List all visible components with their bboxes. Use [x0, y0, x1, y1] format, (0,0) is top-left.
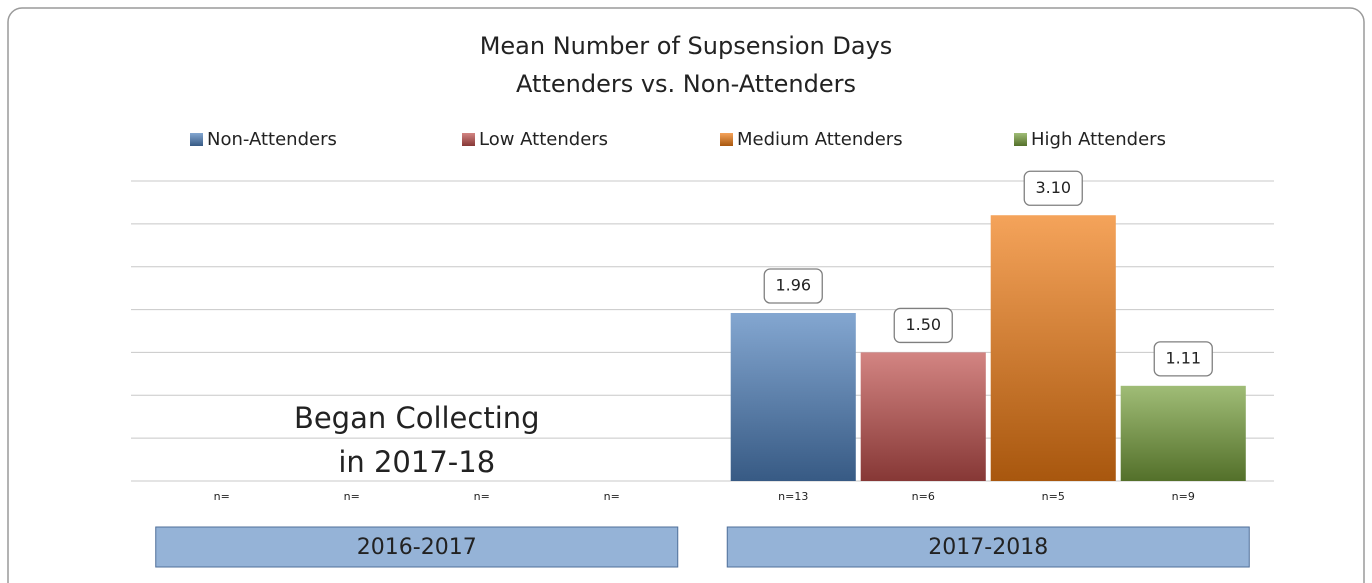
n-label: n=9 — [1172, 490, 1195, 503]
legend-swatch-shade — [190, 133, 203, 146]
data-label: 3.10 — [1035, 178, 1071, 197]
n-label: n=5 — [1042, 490, 1065, 503]
x-tick-label: 2016-2017 — [357, 535, 477, 560]
data-label-box — [763, 268, 823, 304]
bar-shade — [990, 215, 1116, 482]
n-label: n= — [474, 490, 490, 503]
annotation: in 2017-18 — [338, 445, 495, 479]
legend-label: Medium Attenders — [737, 129, 903, 150]
n-label: n= — [214, 490, 230, 503]
n-label: n=6 — [912, 490, 935, 503]
legend-label: Non-Attenders — [207, 129, 337, 150]
data-label-box — [1023, 170, 1083, 206]
bar-shade — [1120, 385, 1246, 481]
legend-swatch-shade — [462, 133, 475, 146]
data-label: 1.96 — [775, 276, 811, 295]
chart-title: Mean Number of Supsension Days — [480, 32, 893, 60]
legend-swatch-shade — [720, 133, 733, 146]
n-label: n= — [344, 490, 360, 503]
x-tick-label: 2017-2018 — [928, 535, 1048, 560]
data-label-box — [1153, 341, 1213, 377]
group-box — [726, 526, 1250, 568]
group-box — [155, 526, 679, 568]
data-label: 1.11 — [1165, 348, 1201, 367]
n-label: n=13 — [778, 490, 808, 503]
legend-swatch-shade — [1014, 133, 1027, 146]
annotation: Began Collecting — [294, 401, 540, 435]
bar-shade — [730, 313, 856, 481]
n-label: n= — [604, 490, 620, 503]
legend-label: High Attenders — [1031, 129, 1166, 150]
bar-shade — [860, 352, 986, 481]
chart-title: Attenders vs. Non-Attenders — [516, 70, 856, 98]
data-label-box — [893, 307, 953, 344]
legend-label: Low Attenders — [479, 129, 608, 150]
data-label: 1.50 — [905, 315, 941, 334]
